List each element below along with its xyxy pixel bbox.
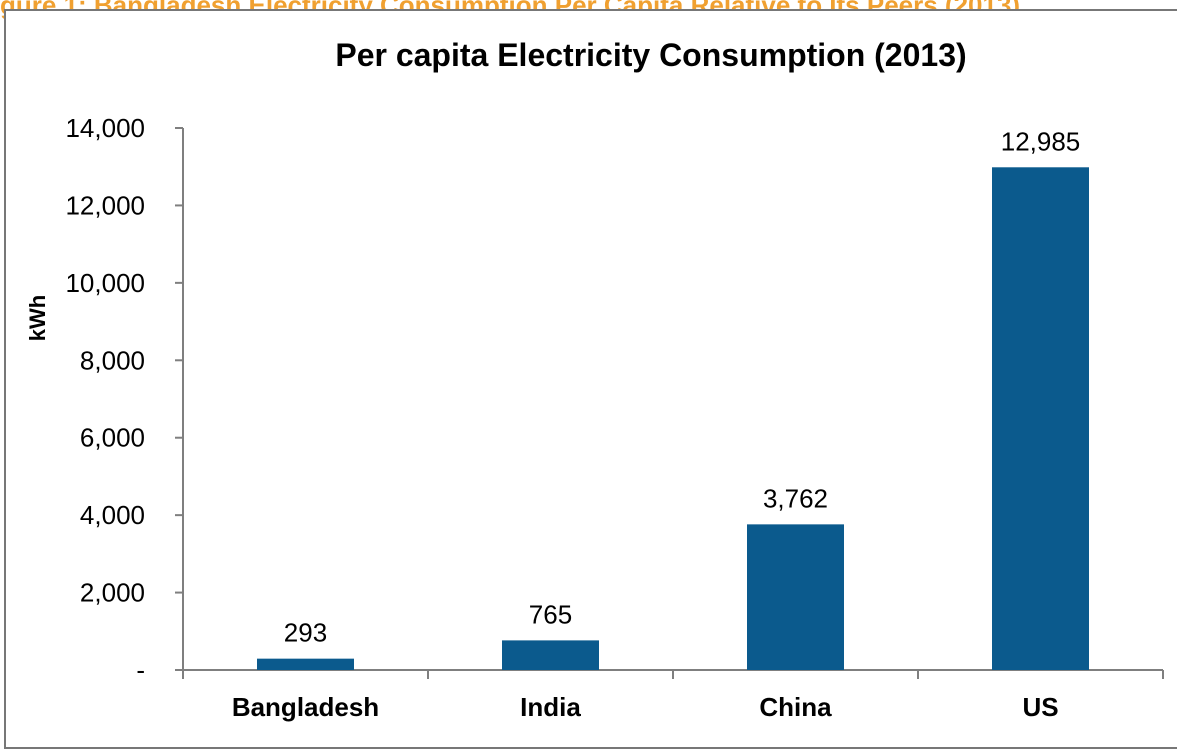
bars (257, 167, 1089, 671)
bar-india (502, 640, 599, 670)
y-tick-label: 12,000 (65, 190, 145, 220)
y-tick-label: 8,000 (80, 345, 145, 375)
y-tick-label: - (136, 655, 145, 685)
y-tick-label: 2,000 (80, 578, 145, 608)
y-tick-label: 6,000 (80, 423, 145, 453)
y-tick-label: 14,000 (65, 113, 145, 143)
x-tick-label: US (1022, 692, 1058, 722)
x-tick-label: China (759, 692, 832, 722)
data-label: 12,985 (1001, 126, 1081, 156)
bar-bangladesh (257, 658, 354, 670)
bar-china (747, 524, 844, 670)
data-label: 293 (284, 618, 327, 648)
labels: 293 Bangladesh 765 India 3,762 China 12,985 US (232, 126, 1080, 722)
axes: - 2,000 4,000 6,000 8,000 10,000 12,000 14,000 (65, 113, 1164, 685)
y-axis-label: kWh (25, 295, 50, 341)
bar-us (992, 167, 1089, 671)
x-tick-label: India (520, 692, 581, 722)
data-label: 3,762 (763, 483, 828, 513)
y-tick-label: 10,000 (65, 268, 145, 298)
y-tick-label: 4,000 (80, 500, 145, 530)
data-label: 765 (529, 599, 572, 629)
chart-title: Per capita Electricity Consumption (2013… (335, 37, 966, 73)
x-tick-label: Bangladesh (232, 692, 379, 722)
